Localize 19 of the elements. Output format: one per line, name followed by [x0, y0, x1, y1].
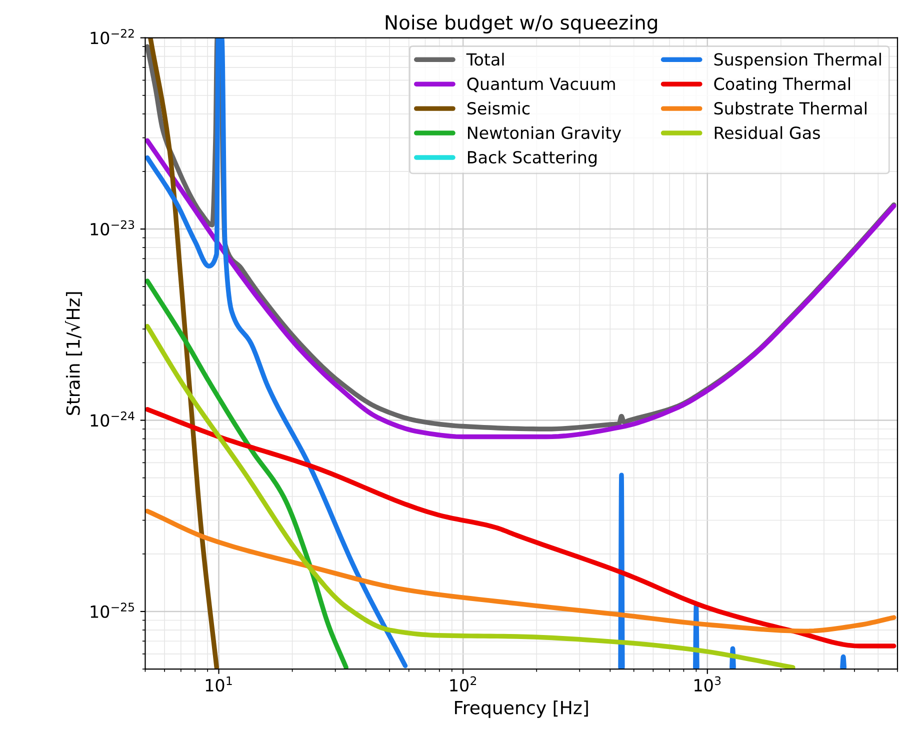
x-tick-label: 10$^{3}$	[694, 676, 721, 692]
legend-label: Residual Gas	[714, 126, 820, 140]
y-tick-label: 10$^{−24}$	[90, 411, 134, 427]
chart-title: Noise budget w/o squeezing	[386, 14, 657, 34]
x-tick-label: 10$^{1}$	[206, 676, 232, 692]
legend-label: Seismic	[467, 102, 530, 115]
legend-label: Back Scattering	[468, 150, 597, 167]
legend-label: Total	[466, 52, 504, 66]
legend-label: Substrate Thermal	[714, 102, 866, 115]
y-axis-title: Strain [1/√Hz]	[65, 292, 82, 415]
x-axis-title: Frequency [Hz]	[455, 700, 588, 718]
y-tick-label: 10$^{−25}$	[90, 602, 134, 618]
y-tick-label: 10$^{−22}$	[90, 28, 134, 44]
y-tick-label: 10$^{−23}$	[90, 220, 134, 236]
legend-label: Suspension Thermal	[714, 52, 881, 69]
legend-label: Newtonian Gravity	[468, 126, 622, 142]
legend-label: Coating Thermal	[714, 77, 850, 94]
legend-label: Quantum Vacuum	[467, 78, 615, 92]
x-tick-label: 10$^{2}$	[450, 676, 476, 692]
